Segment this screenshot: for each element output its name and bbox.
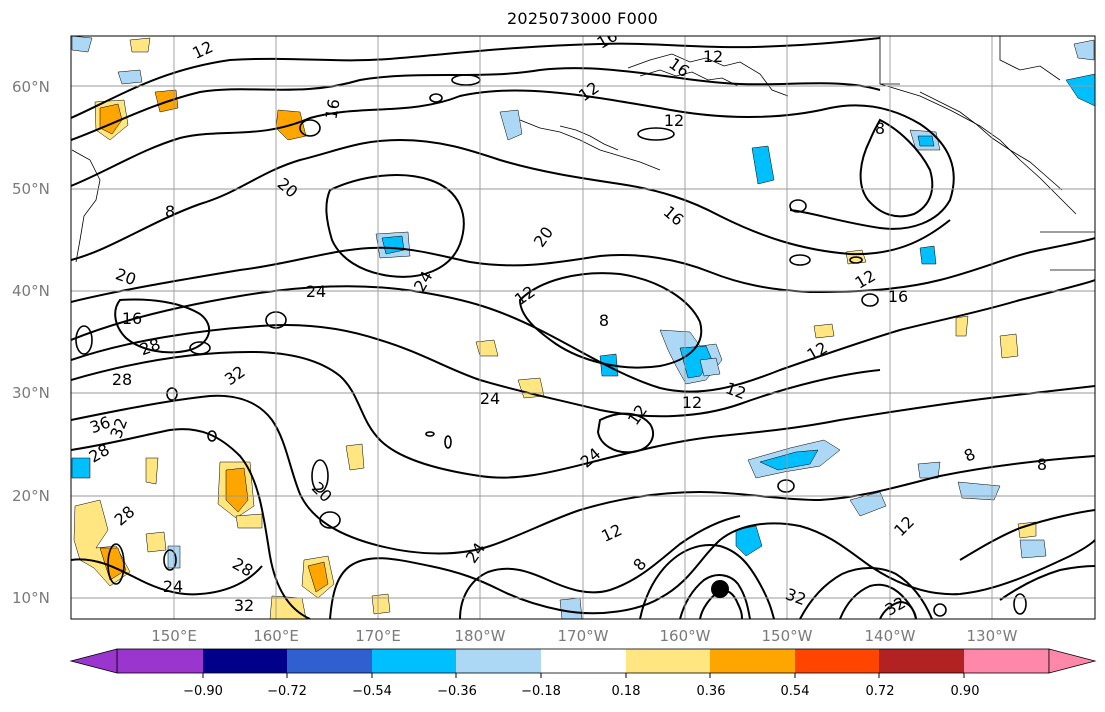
contour-label: 24 <box>163 577 183 596</box>
colorbar-tick-label: 0.72 <box>865 684 895 699</box>
colorbar-segment <box>287 649 372 673</box>
colorbar-tick-label: −0.54 <box>352 684 392 699</box>
contour-label: 8 <box>165 202 175 221</box>
contour-label: 32 <box>234 596 254 615</box>
contour-label: 8 <box>875 119 885 138</box>
colorbar-extend-low <box>69 648 118 674</box>
colorbar-segment <box>541 649 626 673</box>
colorbar <box>69 648 1097 678</box>
coastlines <box>71 36 1095 271</box>
lon-label: 150°W <box>761 627 813 645</box>
lon-label: 150°E <box>151 627 197 645</box>
colorbar-segment <box>710 649 795 673</box>
colorbar-segment <box>795 649 879 673</box>
lon-label: 160°E <box>253 627 299 645</box>
contour-label: 12 <box>703 47 723 66</box>
contour-label: 8 <box>599 311 609 330</box>
colorbar-segment <box>456 649 541 673</box>
colorbar-segment <box>626 649 710 673</box>
lon-label: 170°E <box>355 627 401 645</box>
contour-label: 24 <box>306 282 326 301</box>
lon-label: 130°W <box>966 627 1018 645</box>
colorbar-segment <box>117 649 203 673</box>
colorbar-tick-label: 0.18 <box>611 684 641 699</box>
colorbar-tick-label: −0.90 <box>183 684 223 699</box>
colorbar-segment <box>879 649 964 673</box>
colorbar-segment <box>964 649 1049 673</box>
contour-label: 16 <box>888 287 908 306</box>
lat-label: 60°N <box>12 78 50 96</box>
grid-lines <box>71 36 1095 619</box>
plot-frame <box>70 35 1096 620</box>
lat-label: 30°N <box>12 384 50 402</box>
contour-lines <box>71 37 1095 619</box>
lat-label: 20°N <box>12 487 50 505</box>
contour-label: 12 <box>682 393 702 412</box>
colorbar-tick-label: 0.36 <box>696 684 726 699</box>
colorbar-tick-label: −0.36 <box>437 684 477 699</box>
lon-label: 180°W <box>454 627 506 645</box>
colorbar-tick-label: −0.72 <box>267 684 307 699</box>
contour-label: 28 <box>112 370 132 389</box>
colorbar-segment <box>372 649 456 673</box>
colorbar-tick-label: −0.18 <box>521 684 561 699</box>
contour-label: 12 <box>664 111 684 130</box>
contour-label: 24 <box>480 389 500 408</box>
colorbar-extend-high <box>1048 648 1097 674</box>
colorbar-tick-label: 0.90 <box>950 684 980 699</box>
colorbar-tick-label: 0.54 <box>780 684 810 699</box>
lat-label: 50°N <box>12 180 50 198</box>
contour-label: 16 <box>321 97 343 120</box>
lon-label: 140°W <box>864 627 916 645</box>
map-title: 2025073000 F000 <box>506 9 659 28</box>
lat-label: 40°N <box>12 282 50 300</box>
lat-label: 10°N <box>12 589 50 607</box>
lon-label: 160°W <box>659 627 711 645</box>
colorbar-segments <box>116 648 1050 674</box>
contour-label: 16 <box>122 309 142 328</box>
lon-label: 170°W <box>557 627 609 645</box>
location-marker <box>711 580 729 598</box>
contour-blobs <box>75 74 1027 617</box>
contour-label: 8 <box>1037 455 1047 474</box>
colorbar-segment <box>203 649 287 673</box>
